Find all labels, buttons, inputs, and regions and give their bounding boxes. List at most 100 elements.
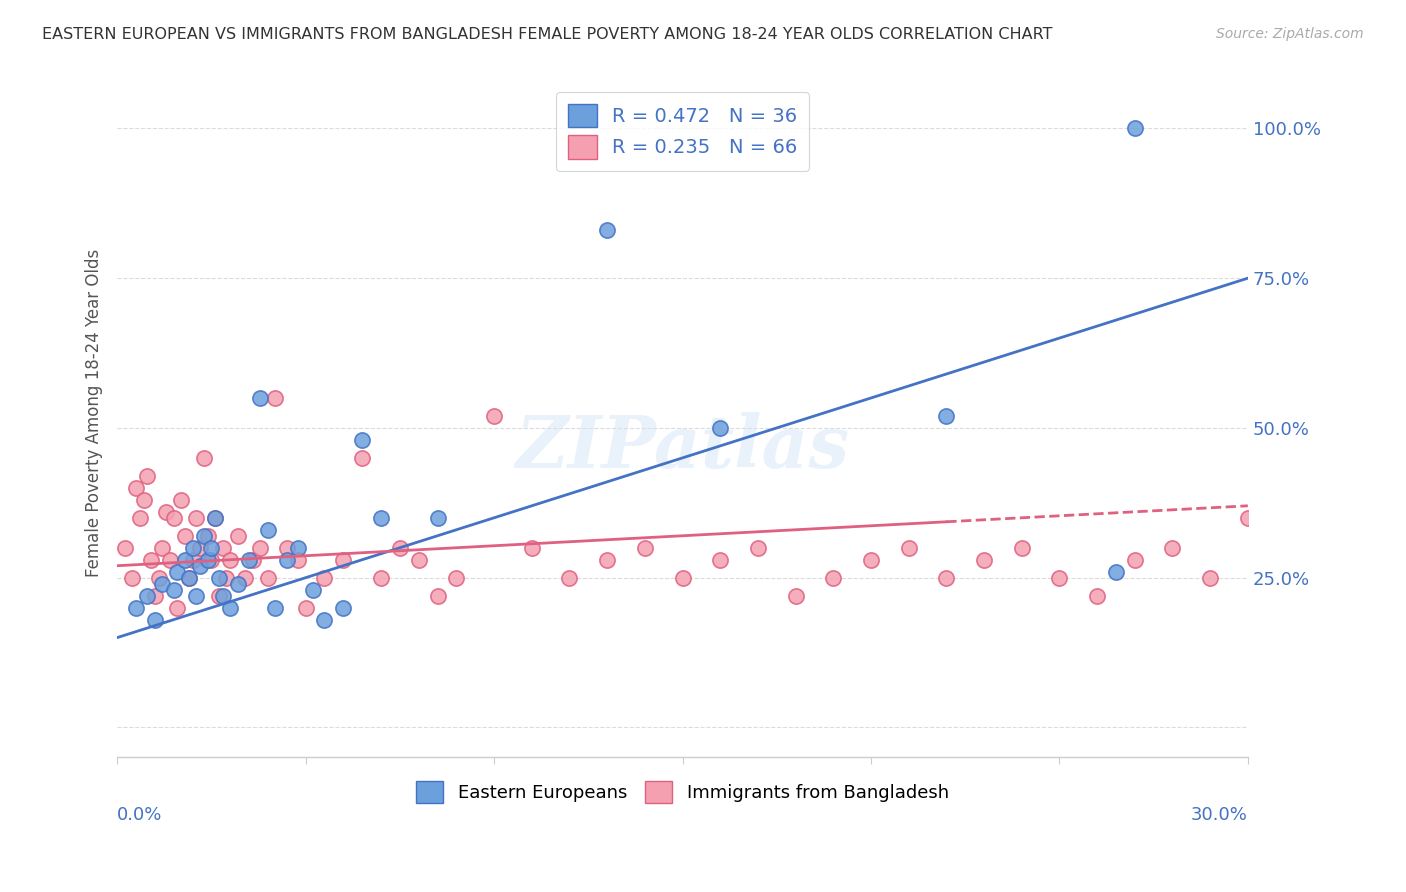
Point [287, 552, 309, 566]
Point [163, 510, 186, 524]
Point [193, 529, 215, 543]
Point [139, 552, 162, 566]
Point [426, 589, 449, 603]
Point [294, 600, 316, 615]
Point [136, 468, 159, 483]
Point [197, 529, 219, 543]
Point [897, 541, 920, 555]
Point [302, 582, 325, 597]
Point [125, 600, 148, 615]
Point [823, 571, 845, 585]
Text: 0.0%: 0.0% [117, 805, 163, 823]
Point [257, 523, 280, 537]
Point [132, 492, 155, 507]
Point [264, 391, 287, 405]
Point [193, 450, 215, 465]
Text: ZIPatlas: ZIPatlas [516, 412, 849, 483]
Point [276, 541, 298, 555]
Text: 30.0%: 30.0% [1191, 805, 1249, 823]
Point [709, 552, 731, 566]
Point [1105, 565, 1128, 579]
Point [314, 571, 336, 585]
Point [125, 481, 148, 495]
Point [388, 541, 411, 555]
Point [143, 613, 166, 627]
Point [973, 552, 995, 566]
Text: Source: ZipAtlas.com: Source: ZipAtlas.com [1216, 27, 1364, 41]
Point [352, 433, 374, 447]
Point [219, 552, 242, 566]
Point [276, 552, 298, 566]
Point [596, 223, 619, 237]
Point [174, 529, 197, 543]
Point [238, 552, 260, 566]
Point [143, 589, 166, 603]
Point [226, 576, 249, 591]
Point [671, 571, 693, 585]
Point [181, 552, 204, 566]
Point [1123, 121, 1146, 136]
Point [1237, 510, 1260, 524]
Point [186, 510, 208, 524]
Point [226, 529, 249, 543]
Text: EASTERN EUROPEAN VS IMMIGRANTS FROM BANGLADESH FEMALE POVERTY AMONG 18-24 YEAR O: EASTERN EUROPEAN VS IMMIGRANTS FROM BANG… [42, 27, 1053, 42]
Point [446, 571, 468, 585]
Point [314, 613, 336, 627]
Y-axis label: Female Poverty Among 18-24 Year Olds: Female Poverty Among 18-24 Year Olds [86, 249, 103, 577]
Point [1085, 589, 1108, 603]
Point [114, 541, 136, 555]
Point [426, 510, 449, 524]
Point [188, 558, 211, 573]
Point [596, 552, 619, 566]
Point [163, 582, 186, 597]
Point [204, 510, 226, 524]
Point [177, 571, 200, 585]
Point [215, 571, 238, 585]
Point [159, 552, 181, 566]
Point [249, 541, 271, 555]
Point [148, 571, 170, 585]
Point [709, 421, 731, 435]
Point [233, 571, 256, 585]
Point [208, 571, 231, 585]
Legend: Eastern Europeans, Immigrants from Bangladesh: Eastern Europeans, Immigrants from Bangl… [409, 774, 956, 810]
Point [174, 552, 197, 566]
Point [152, 576, 174, 591]
Point [1047, 571, 1070, 585]
Point [747, 541, 769, 555]
Point [785, 589, 807, 603]
Point [264, 600, 287, 615]
Point [332, 552, 354, 566]
Point [197, 552, 219, 566]
Point [1199, 571, 1222, 585]
Point [482, 409, 505, 423]
Point [287, 541, 309, 555]
Point [352, 450, 374, 465]
Point [177, 571, 200, 585]
Point [859, 552, 882, 566]
Point [170, 492, 193, 507]
Point [200, 552, 222, 566]
Point [181, 541, 204, 555]
Point [1161, 541, 1184, 555]
Point [211, 589, 233, 603]
Point [155, 505, 177, 519]
Point [186, 589, 208, 603]
Point [204, 510, 226, 524]
Point [128, 510, 150, 524]
Point [1123, 552, 1146, 566]
Point [208, 589, 231, 603]
Point [121, 571, 143, 585]
Point [935, 571, 957, 585]
Point [188, 541, 211, 555]
Point [166, 600, 188, 615]
Point [211, 541, 233, 555]
Point [408, 552, 430, 566]
Point [152, 541, 174, 555]
Point [370, 510, 392, 524]
Point [520, 541, 543, 555]
Point [332, 600, 354, 615]
Point [257, 571, 280, 585]
Point [634, 541, 657, 555]
Point [370, 571, 392, 585]
